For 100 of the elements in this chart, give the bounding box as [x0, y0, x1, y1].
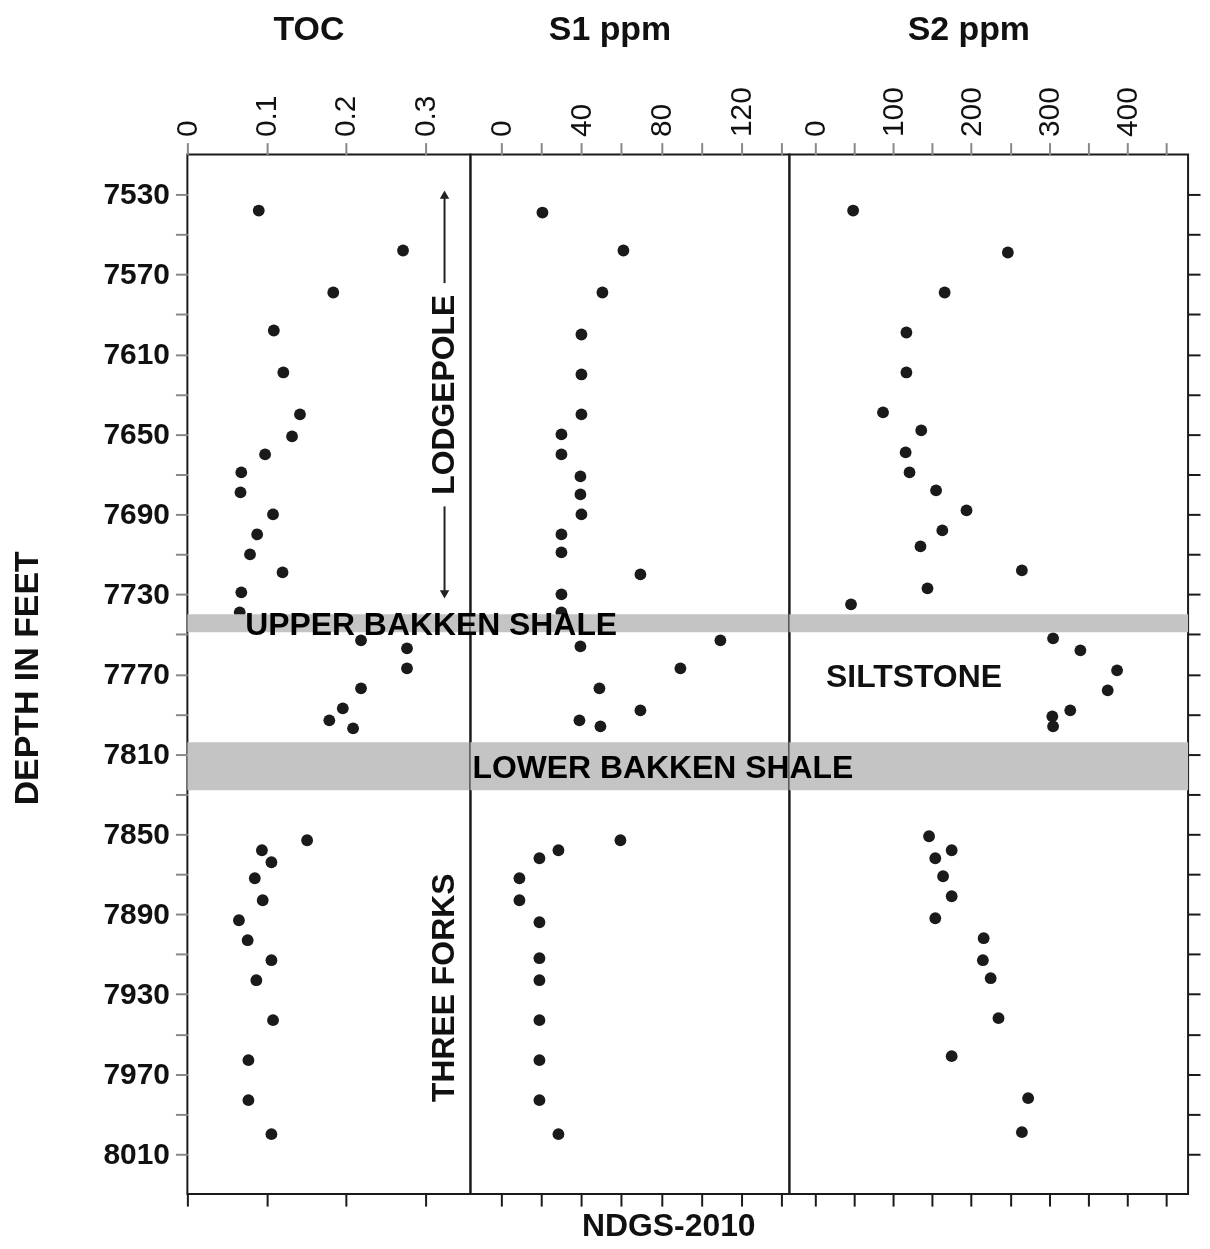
point: [915, 424, 928, 437]
point: [1064, 704, 1077, 717]
point: [259, 448, 271, 461]
point: [574, 640, 587, 653]
point: [336, 702, 349, 715]
point: [930, 484, 942, 497]
y-axis-title: DEPTH IN FEET: [6, 550, 45, 806]
x-tick-label: 300: [1031, 87, 1065, 138]
point: [355, 634, 367, 647]
point: [355, 682, 367, 695]
point: [267, 324, 280, 337]
point: [286, 430, 298, 443]
point: [244, 548, 256, 561]
annotation: SILTSTONE: [826, 657, 1002, 694]
point: [976, 954, 989, 967]
x-tick-label: 200: [953, 87, 987, 138]
point: [252, 204, 265, 217]
point: [241, 934, 254, 947]
point: [267, 1014, 279, 1027]
point: [242, 1094, 255, 1107]
point: [552, 1128, 565, 1141]
point: [235, 586, 248, 599]
x-tick-label: 0: [797, 120, 831, 138]
point: [575, 408, 588, 421]
text: NDGS-2010: [581, 1206, 756, 1243]
point: [929, 852, 942, 865]
point: [984, 972, 997, 985]
annotation: LODGEPOLE: [425, 294, 462, 495]
point: [937, 870, 949, 883]
y-tick-label: 7530: [103, 177, 170, 211]
point: [929, 912, 942, 925]
point: [256, 894, 269, 907]
point: [250, 974, 263, 987]
point: [617, 244, 630, 257]
point: [401, 642, 413, 655]
point: [256, 844, 268, 857]
point: [1046, 710, 1059, 723]
annotation: THREE FORKS: [425, 873, 462, 1103]
point: [914, 540, 927, 553]
point: [938, 286, 951, 299]
point: [233, 914, 245, 927]
point: [533, 952, 546, 965]
y-tick-label: 7570: [103, 256, 170, 290]
point: [574, 488, 587, 501]
point: [242, 1054, 255, 1067]
y-tick-label: 7970: [103, 1056, 170, 1090]
point: [235, 466, 248, 479]
point: [614, 834, 627, 847]
point: [674, 662, 687, 675]
point: [899, 446, 912, 459]
point: [575, 368, 588, 381]
point: [294, 408, 306, 421]
x-axis-title: TOC: [273, 8, 345, 47]
x-tick-label: 80: [643, 103, 677, 138]
point: [594, 720, 607, 733]
point: [1047, 720, 1059, 733]
point: [923, 830, 935, 843]
y-tick-label: 7890: [103, 896, 170, 930]
x-axis-title: S2 ppm: [907, 8, 1030, 47]
point: [513, 894, 526, 907]
point: [945, 1050, 958, 1063]
point: [301, 834, 313, 847]
x-tick-label: 400: [1109, 87, 1143, 138]
point: [267, 508, 279, 521]
point: [401, 662, 413, 675]
point: [847, 204, 860, 217]
point: [533, 916, 546, 929]
point: [555, 546, 568, 559]
point: [945, 890, 958, 903]
point: [513, 872, 526, 885]
point: [1101, 684, 1114, 697]
point: [533, 1014, 546, 1027]
point: [555, 528, 568, 541]
point: [596, 286, 609, 299]
point: [251, 528, 264, 541]
point: [634, 704, 647, 717]
point: [1022, 1092, 1035, 1105]
point: [397, 244, 409, 257]
point: [555, 428, 568, 441]
point: [845, 598, 857, 611]
point: [265, 1128, 278, 1141]
band-label: UPPER BAKKEN SHALE: [245, 606, 618, 643]
point: [903, 466, 916, 479]
point: [265, 954, 278, 967]
point: [234, 486, 247, 499]
point: [1047, 632, 1059, 645]
point: [936, 524, 949, 537]
point: [1111, 664, 1123, 677]
point: [536, 206, 549, 219]
point: [1015, 564, 1028, 577]
point: [574, 470, 587, 483]
x-tick-label: 120: [723, 87, 757, 138]
x-tick-label: 0.3: [407, 95, 441, 138]
point: [877, 406, 889, 419]
x-tick-label: 40: [563, 103, 597, 138]
point: [900, 326, 913, 339]
y-tick-label: 7850: [103, 816, 170, 850]
x-tick-label: 0.1: [249, 95, 283, 138]
point: [1074, 644, 1087, 657]
point: [1001, 246, 1014, 259]
